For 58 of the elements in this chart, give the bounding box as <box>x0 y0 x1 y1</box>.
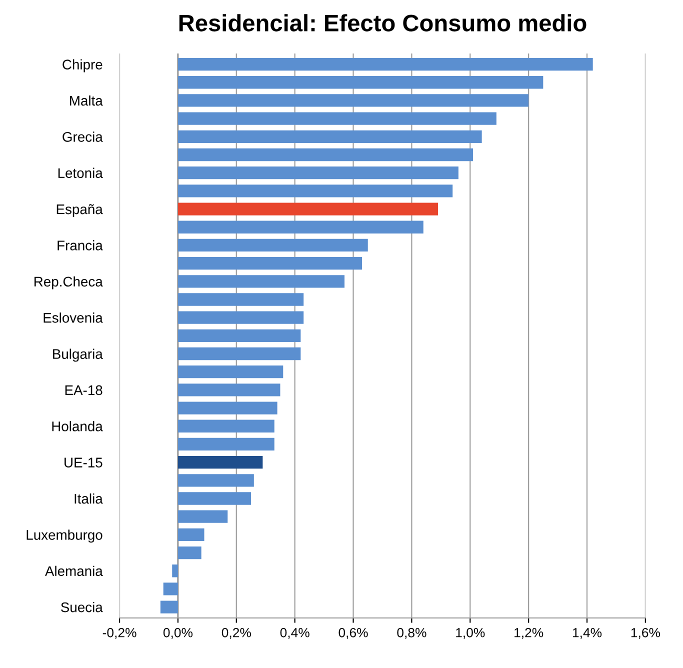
bar <box>178 256 362 270</box>
y-tick-label: Suecia <box>61 602 103 612</box>
bar <box>178 275 344 288</box>
bar <box>178 58 593 71</box>
y-tick-label: Letonia <box>58 168 103 178</box>
y-tick-label: Luxemburgo <box>26 530 102 543</box>
x-tick-label: 0,2% <box>222 628 251 639</box>
bar <box>178 293 304 306</box>
bar <box>178 112 496 125</box>
bar <box>178 546 202 560</box>
x-tick-label: 0,8% <box>397 628 426 639</box>
y-tick-label: Alemania <box>44 566 103 576</box>
x-tick-label: 1,2% <box>514 628 544 639</box>
bar <box>178 76 544 89</box>
bar <box>178 474 254 487</box>
y-tick-label: Malta <box>70 95 103 106</box>
y-tick-label: Grecia <box>62 132 103 142</box>
bar <box>178 329 301 342</box>
bar <box>178 456 263 469</box>
bar <box>178 166 458 180</box>
x-tick-label: 0,4% <box>280 628 310 639</box>
y-tick-label: Francia <box>58 240 103 250</box>
bar <box>172 564 178 578</box>
bar <box>178 238 368 252</box>
chart-title: Residencial: Efecto Consumo medio <box>179 14 586 32</box>
bar <box>163 582 178 596</box>
bar <box>178 438 274 451</box>
x-tick-label: 1,0% <box>456 628 485 639</box>
y-tick-label: EA-18 <box>65 385 102 396</box>
y-tick-label: Holanda <box>52 421 103 432</box>
y-tick-label: Chipre <box>62 59 102 72</box>
bar <box>178 528 204 542</box>
bar <box>178 202 438 216</box>
bar <box>178 148 474 162</box>
y-tick-label: Rep.Checa <box>34 276 103 290</box>
bar <box>178 510 228 523</box>
y-tick-label: UE-15 <box>64 458 102 468</box>
bar <box>160 600 178 614</box>
bar <box>178 130 482 143</box>
bar <box>178 366 284 378</box>
y-tick-label: Bulgaria <box>53 348 103 362</box>
bar <box>178 184 453 198</box>
y-tick-label: Italia <box>74 493 103 504</box>
bar <box>178 402 278 414</box>
bar <box>178 492 251 505</box>
bar <box>178 94 529 107</box>
bar <box>178 311 304 324</box>
x-tick-label: -0,2% <box>102 628 136 639</box>
x-tick-label: 1,4% <box>572 628 602 639</box>
y-tick-label: España <box>56 204 103 217</box>
x-tick-label: 0,0% <box>163 628 193 639</box>
y-tick-label: Eslovenia <box>44 312 103 323</box>
bar <box>178 384 280 396</box>
bar <box>178 220 424 234</box>
bar <box>178 420 274 432</box>
x-tick-label: 0,6% <box>338 628 368 639</box>
x-tick-label: 1,6% <box>631 628 660 639</box>
bar <box>178 347 301 360</box>
